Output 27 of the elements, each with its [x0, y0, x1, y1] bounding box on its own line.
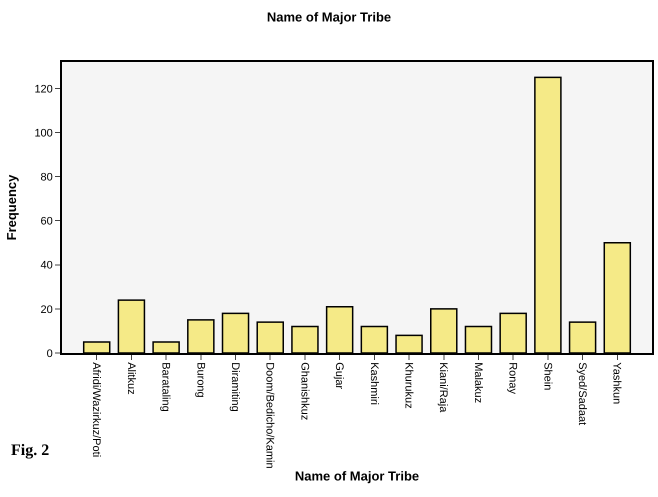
x-tick-label: Malakuz [472, 362, 484, 404]
caption: Fig. 2 [11, 442, 50, 459]
x-tick-label: Yashkun [610, 362, 623, 404]
x-tick-label: Kashmiri [368, 362, 380, 405]
x-tick-label: Barataling [160, 362, 172, 412]
x-tick-label: Gujar [333, 362, 346, 390]
x-tick-label: Burong [194, 362, 206, 398]
x-tick-label: Doom/Bedicho/Kamin [264, 362, 276, 469]
y-tick-label: 80 [40, 171, 53, 184]
x-tick-label: Ghanishkuz [298, 362, 310, 420]
x-tick-label: Shein [541, 362, 554, 390]
y-tick-label: 40 [40, 260, 53, 272]
y-tick-label: 120 [34, 83, 53, 96]
x-tick-label: Khurukuz [402, 362, 414, 409]
chart-title: Name of Major Tribe [266, 10, 392, 25]
x-tick-label: Ronay [506, 362, 519, 394]
y-tick-label: 60 [40, 216, 53, 228]
y-axis-title: Frequency [4, 174, 19, 240]
x-tick-label: Afridi/Wazirkuz/Poti [90, 362, 102, 458]
x-tick-label: Alitkuz [124, 362, 137, 395]
y-tick-label: 0 [46, 348, 53, 360]
y-tick-label: 20 [40, 304, 53, 316]
x-axis-title: Name of Major Tribe [294, 468, 420, 484]
x-tick-label: Kiani/Raja [437, 362, 450, 414]
x-tick-label: Syed/Sadaat [576, 362, 588, 426]
x-tick-label: Diramiting [228, 362, 241, 412]
y-tick-label: 100 [34, 127, 53, 140]
